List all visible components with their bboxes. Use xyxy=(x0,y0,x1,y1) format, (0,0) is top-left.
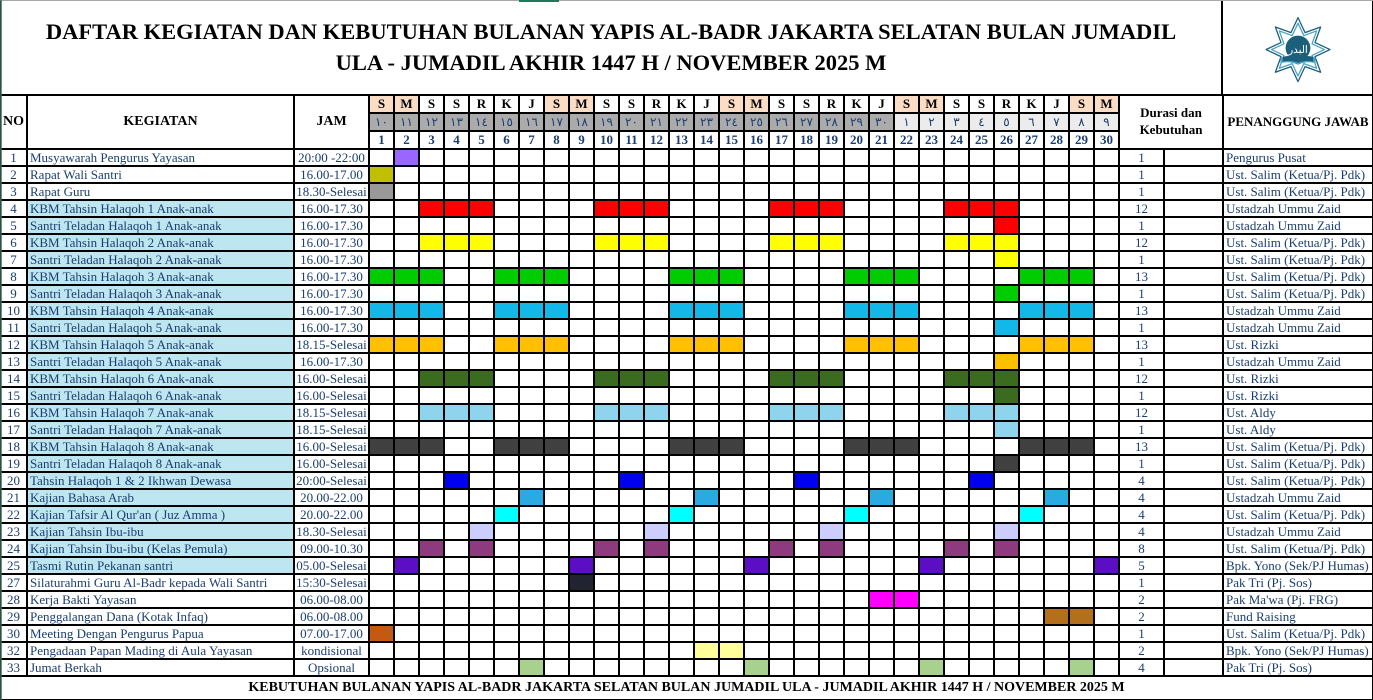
svg-text:البدر: البدر xyxy=(1287,44,1308,55)
